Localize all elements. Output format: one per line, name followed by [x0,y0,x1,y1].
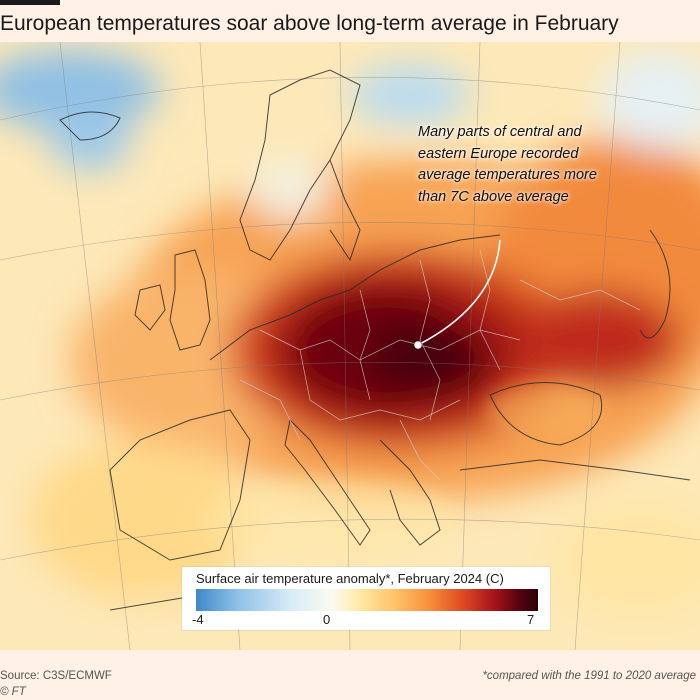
legend-mid-label: 0 [323,612,331,627]
ft-top-rule [0,0,60,5]
baseline-footnote: *compared with the 1991 to 2020 average [482,670,696,682]
source-note: Source: C3S/ECMWF [0,670,112,682]
legend-max-label: 7 [527,612,535,627]
legend-min-label: -4 [192,612,204,627]
legend-color-scale [196,589,538,611]
legend-title: Surface air temperature anomaly*, Februa… [196,571,504,586]
map-annotation: Many parts of central and eastern Europe… [418,124,597,205]
ft-credit: © FT [0,686,26,698]
color-legend: Surface air temperature anomaly*, Februa… [182,567,550,630]
chart-title: European temperatures soar above long-te… [0,12,619,35]
europe-anomaly-map [0,42,700,650]
